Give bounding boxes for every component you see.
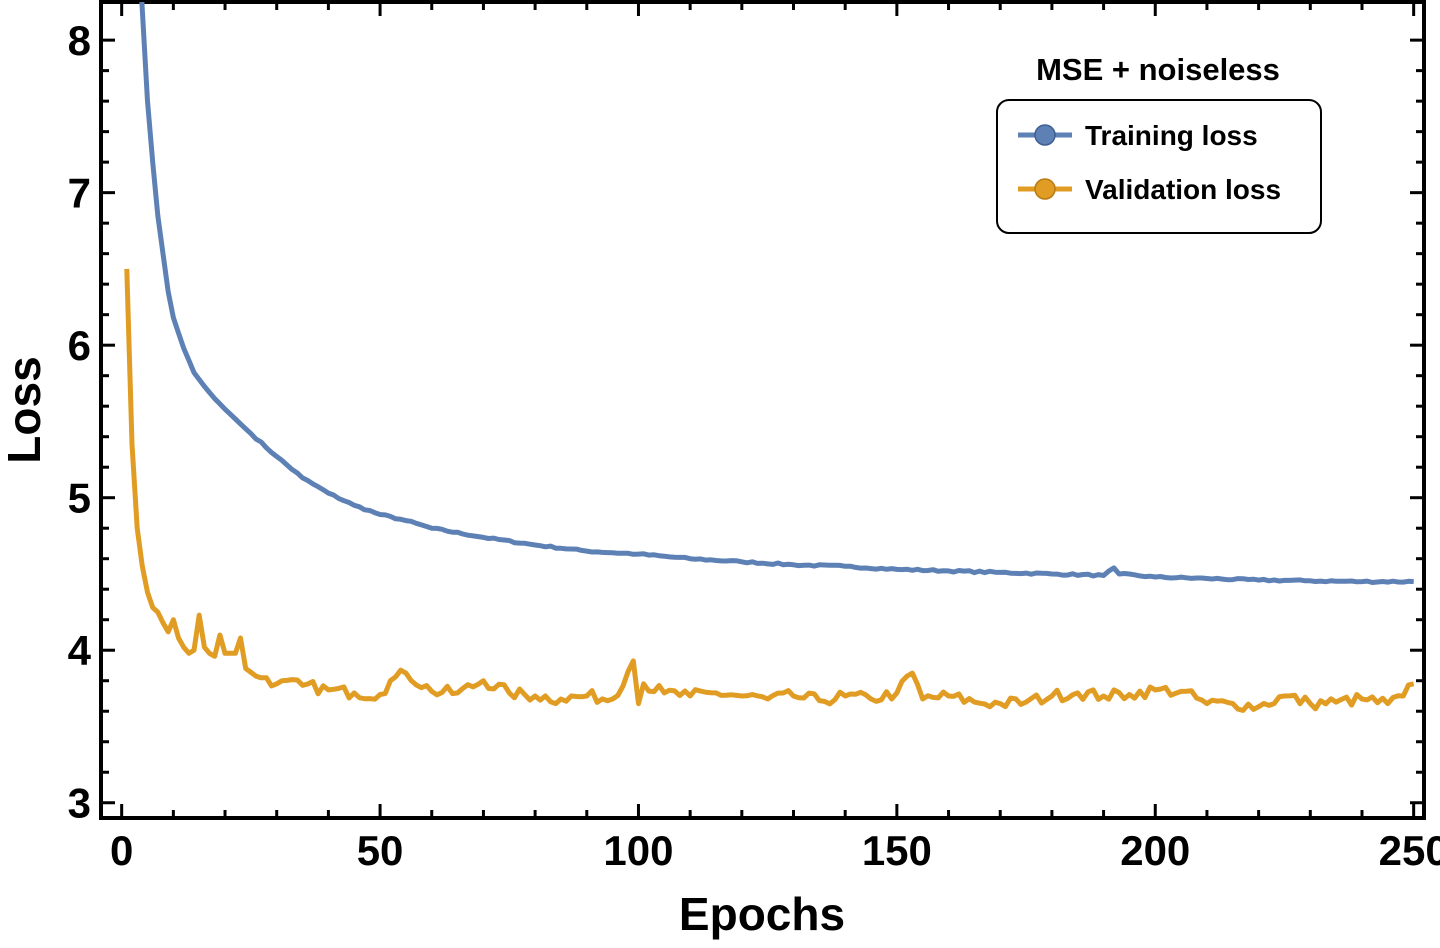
y-axis-title: Loss bbox=[0, 356, 50, 463]
x-tick-label: 100 bbox=[603, 827, 673, 874]
x-tick-label: 200 bbox=[1120, 827, 1190, 874]
legend-label-validation: Validation loss bbox=[1085, 174, 1281, 205]
y-tick-label: 8 bbox=[68, 17, 91, 64]
plot-frame bbox=[99, 0, 1426, 820]
series-group bbox=[124, 2, 1415, 713]
legend-label-training: Training loss bbox=[1085, 120, 1258, 151]
x-tick-labels: 0 50 100 150 200 250 bbox=[110, 827, 1440, 874]
x-tick-label: 50 bbox=[357, 827, 404, 874]
series-line-training bbox=[139, 2, 1414, 585]
legend-marker-validation bbox=[1034, 178, 1056, 200]
x-tick-label: 0 bbox=[110, 827, 133, 874]
x-tick-label: 250 bbox=[1379, 827, 1440, 874]
legend-marker-training bbox=[1034, 124, 1056, 146]
y-tick-label: 5 bbox=[68, 475, 91, 522]
y-tick-label: 4 bbox=[68, 627, 92, 674]
y-tick-labels: 3 4 5 6 7 8 bbox=[68, 17, 92, 827]
series-line-validation bbox=[124, 268, 1415, 713]
x-tick-label: 150 bbox=[862, 827, 932, 874]
legend-title: MSE + noiseless bbox=[1036, 52, 1280, 87]
x-axis-title: Epochs bbox=[679, 888, 845, 940]
legend-box bbox=[996, 99, 1322, 234]
y-tick-label: 7 bbox=[68, 170, 91, 217]
y-tick-label: 3 bbox=[68, 780, 91, 827]
y-tick-label: 6 bbox=[68, 322, 91, 369]
tick-marks bbox=[101, 2, 1424, 818]
legend: MSE + noiseless Training loss Validation… bbox=[996, 52, 1322, 234]
